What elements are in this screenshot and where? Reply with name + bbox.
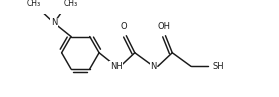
Text: N: N bbox=[51, 18, 57, 27]
Text: O: O bbox=[121, 22, 127, 31]
Text: OH: OH bbox=[157, 22, 170, 31]
Text: SH: SH bbox=[212, 62, 224, 71]
Text: N: N bbox=[150, 62, 157, 71]
Text: NH: NH bbox=[110, 62, 122, 71]
Text: CH₃: CH₃ bbox=[26, 0, 40, 8]
Text: CH₃: CH₃ bbox=[63, 0, 78, 8]
